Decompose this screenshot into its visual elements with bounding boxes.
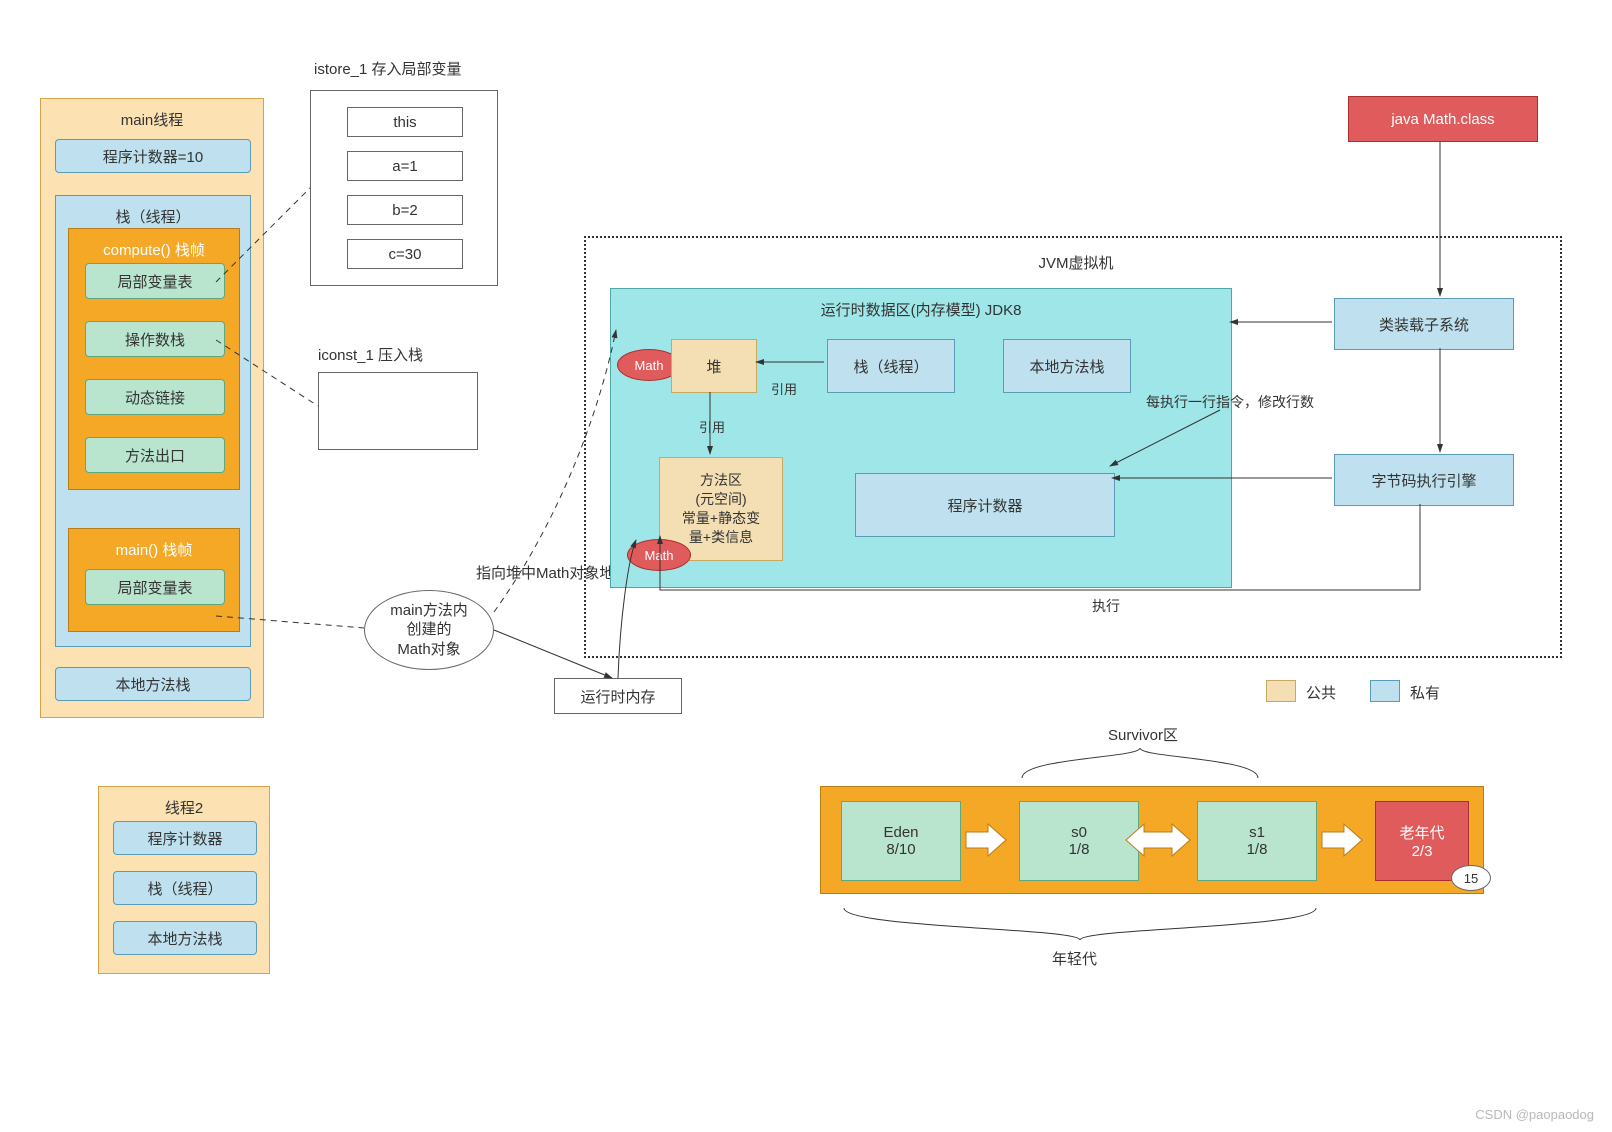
stack-container: 栈（线程） compute() 栈帧 局部变量表 操作数栈 动态链接 方法出口 … xyxy=(55,195,251,647)
thread2-title: 线程2 xyxy=(107,791,261,818)
compute-item-1: 操作数栈 xyxy=(85,321,225,357)
old-ratio: 2/3 xyxy=(1412,843,1433,860)
main-frame-title: main() 栈帧 xyxy=(77,533,231,560)
compute-item-0: 局部变量表 xyxy=(85,263,225,299)
iconst-container xyxy=(318,372,478,450)
pc-note: 每执行一行指令，修改行数 xyxy=(1146,392,1314,412)
old-name: 老年代 xyxy=(1399,822,1444,843)
iconst-title: iconst_1 压入栈 xyxy=(318,344,423,365)
exec-engine-box: 字节码执行引擎 xyxy=(1334,454,1514,506)
class-loader-box: 类装载子系统 xyxy=(1334,298,1514,350)
istore-row-1: a=1 xyxy=(347,151,463,181)
istore-title: istore_1 存入局部变量 xyxy=(314,58,462,79)
jvm-title: JVM虚拟机 xyxy=(1006,252,1146,273)
s0-ratio: 1/8 xyxy=(1069,841,1090,858)
heap-gen-container: Eden 8/10 s0 1/8 s1 1/8 老年代 2/3 15 xyxy=(820,786,1484,894)
compute-frame: compute() 栈帧 局部变量表 操作数栈 动态链接 方法出口 xyxy=(68,228,240,490)
young-label: 年轻代 xyxy=(1052,948,1097,969)
eden-box: Eden 8/10 xyxy=(841,801,961,881)
native-stack-box: 本地方法栈 xyxy=(55,667,251,701)
runtime-area: 运行时数据区(内存模型) JDK8 Math 堆 栈（线程） 本地方法栈 引用 … xyxy=(610,288,1232,588)
math-object-ellipse: main方法内 创建的 Math对象 xyxy=(364,590,494,670)
main-frame: main() 栈帧 局部变量表 xyxy=(68,528,240,632)
threshold-badge: 15 xyxy=(1451,865,1491,891)
compute-item-3: 方法出口 xyxy=(85,437,225,473)
math-object-text: main方法内 创建的 Math对象 xyxy=(390,601,468,660)
thread2-item-0: 程序计数器 xyxy=(113,821,257,855)
ref-label-1: 引用 xyxy=(771,379,797,398)
math-ellipse-bottom: Math xyxy=(627,539,691,571)
watermark: CSDN @paopaodog xyxy=(1475,1107,1594,1122)
jvm-container: JVM虚拟机 运行时数据区(内存模型) JDK8 Math 堆 栈（线程） 本地… xyxy=(584,236,1562,658)
java-class-box: java Math.class xyxy=(1348,96,1538,142)
istore-container: this a=1 b=2 c=30 xyxy=(310,90,498,286)
legend-public-swatch xyxy=(1266,680,1296,702)
thread2-item-1: 栈（线程） xyxy=(113,871,257,905)
legend-public-text: 公共 xyxy=(1306,682,1336,703)
s0-box: s0 1/8 xyxy=(1019,801,1139,881)
main-thread-title: main线程 xyxy=(49,103,255,130)
heap-box: 堆 xyxy=(671,339,757,393)
native-box: 本地方法栈 xyxy=(1003,339,1131,393)
main-frame-item-0: 局部变量表 xyxy=(85,569,225,605)
istore-row-3: c=30 xyxy=(347,239,463,269)
s1-ratio: 1/8 xyxy=(1247,841,1268,858)
stack-box: 栈（线程） xyxy=(827,339,955,393)
s1-box: s1 1/8 xyxy=(1197,801,1317,881)
pc-inner-box: 程序计数器 xyxy=(855,473,1115,537)
eden-ratio: 8/10 xyxy=(886,841,915,858)
legend-private-swatch xyxy=(1370,680,1400,702)
legend-private-text: 私有 xyxy=(1410,682,1440,703)
s0-name: s0 xyxy=(1071,824,1087,841)
exec-label: 执行 xyxy=(1092,596,1120,616)
native-stack-text: 本地方法栈 xyxy=(115,674,190,695)
pc-box: 程序计数器=10 xyxy=(55,139,251,173)
stack-title: 栈（线程） xyxy=(64,200,242,227)
eden-name: Eden xyxy=(883,824,918,841)
compute-item-2: 动态链接 xyxy=(85,379,225,415)
runtime-area-title: 运行时数据区(内存模型) JDK8 xyxy=(619,293,1223,320)
compute-frame-title: compute() 栈帧 xyxy=(77,233,231,260)
survivor-label: Survivor区 xyxy=(1108,724,1178,745)
main-thread-container: main线程 程序计数器=10 栈（线程） compute() 栈帧 局部变量表… xyxy=(40,98,264,718)
thread2-item-2: 本地方法栈 xyxy=(113,921,257,955)
pc-text: 程序计数器=10 xyxy=(103,146,203,167)
runtime-mem-box: 运行时内存 xyxy=(554,678,682,714)
thread2-container: 线程2 程序计数器 栈（线程） 本地方法栈 xyxy=(98,786,270,974)
istore-row-2: b=2 xyxy=(347,195,463,225)
s1-name: s1 xyxy=(1249,824,1265,841)
istore-row-0: this xyxy=(347,107,463,137)
ref-label-2: 引用 xyxy=(699,417,725,436)
